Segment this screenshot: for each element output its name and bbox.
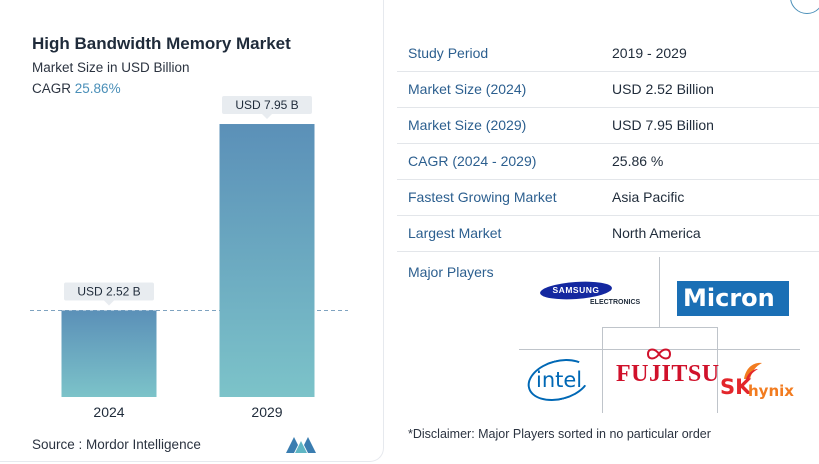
cagr-label: CAGR	[32, 81, 72, 96]
cagr-line: CAGR 25.86%	[32, 81, 121, 96]
logo-grid-divider	[659, 257, 660, 327]
chart-card: High Bandwidth Memory Market Market Size…	[0, 0, 384, 462]
data-label: USD 7.95 B	[235, 98, 298, 112]
row-value: 25.86 %	[612, 153, 664, 169]
row-value: USD 7.95 Billion	[612, 117, 714, 133]
table-row: Largest Market North America	[397, 216, 819, 252]
table-row: Market Size (2029) USD 7.95 Billion	[397, 108, 819, 144]
data-label-box	[222, 96, 312, 115]
intel-logo: intel	[522, 352, 596, 408]
logo-grid-divider	[602, 327, 718, 328]
micron-logo: Micron	[677, 281, 789, 316]
corner-circle-icon	[790, 0, 819, 14]
x-tick-label: 2029	[251, 404, 282, 420]
intel-wordmark: intel	[536, 368, 583, 392]
source-text: Source : Mordor Intelligence	[32, 437, 201, 452]
bar-2024	[61, 310, 157, 397]
sk-hynix-logo: SK hynix	[720, 361, 800, 405]
data-label-pointer	[104, 300, 114, 306]
row-value: Asia Pacific	[612, 189, 685, 205]
bar-2029	[219, 124, 315, 398]
row-key: Market Size (2024)	[408, 81, 527, 97]
row-key: Study Period	[408, 45, 489, 61]
data-label-box	[64, 282, 154, 301]
data-label-pointer	[262, 114, 272, 120]
fujitsu-infinity-icon	[646, 348, 672, 360]
disclaimer-text: *Disclaimer: Major Players sorted in no …	[408, 427, 711, 441]
major-players-label: Major Players	[408, 264, 494, 280]
fujitsu-wordmark: FUJITSU	[616, 361, 720, 387]
chart-title: High Bandwidth Memory Market	[32, 34, 291, 53]
micron-wordmark: Micron	[683, 284, 775, 312]
row-key: Largest Market	[408, 225, 502, 241]
x-tick-label: 2024	[93, 404, 124, 420]
bar-chart: USD 2.52 B 2024 USD 7.95 B 2029	[30, 96, 348, 420]
cagr-value: 25.86%	[74, 81, 121, 96]
samsung-sub-wordmark: ELECTRONICS	[590, 299, 641, 306]
logo-grid-divider	[602, 327, 603, 413]
logo-grid-divider	[519, 349, 800, 350]
sk-butterfly-icon	[744, 362, 762, 379]
table-row: Fastest Growing Market Asia Pacific	[397, 180, 819, 216]
row-value: North America	[612, 225, 701, 241]
mordor-intelligence-logo-icon	[286, 437, 316, 453]
row-key: Fastest Growing Market	[408, 189, 557, 205]
market-summary-table: Study Period 2019 - 2029 Market Size (20…	[397, 36, 819, 252]
row-value: USD 2.52 Billion	[612, 81, 714, 97]
sk-wordmark: SK	[720, 375, 752, 399]
hynix-wordmark: hynix	[748, 382, 794, 400]
table-row: Market Size (2024) USD 2.52 Billion	[397, 72, 819, 108]
fujitsu-logo: FUJITSU	[612, 346, 719, 390]
table-row: CAGR (2024 - 2029) 25.86 %	[397, 144, 819, 180]
chart-subtitle: Market Size in USD Billion	[32, 60, 190, 75]
samsung-logo: SAMSUNG ELECTRONICS	[538, 279, 641, 310]
table-row: Study Period 2019 - 2029	[397, 36, 819, 72]
samsung-wordmark: SAMSUNG	[552, 285, 600, 295]
row-value: 2019 - 2029	[612, 45, 687, 61]
logo-grid-divider	[717, 327, 718, 413]
data-label: USD 2.52 B	[77, 284, 140, 298]
row-key: CAGR (2024 - 2029)	[408, 153, 537, 169]
row-key: Market Size (2029)	[408, 117, 527, 133]
